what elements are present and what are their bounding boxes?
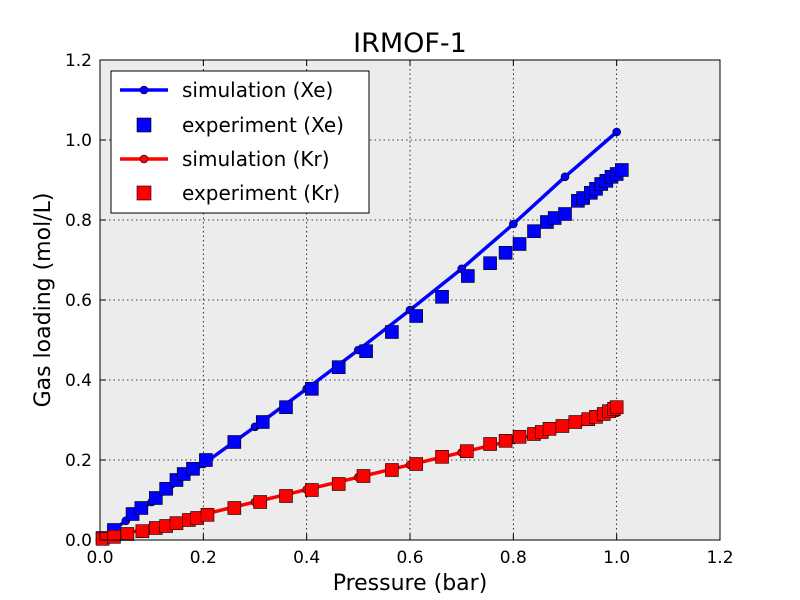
- legend-marker: [139, 85, 149, 95]
- data-point: [558, 207, 572, 221]
- data-point: [609, 400, 624, 415]
- legend-label-sim-kr: simulation (Kr): [182, 147, 330, 171]
- data-point: [227, 501, 242, 515]
- data-point: [498, 433, 513, 448]
- data-point: [255, 415, 270, 429]
- data-point: [409, 309, 424, 323]
- data-point: [331, 477, 346, 491]
- legend-marker: [136, 117, 152, 133]
- x-tick-label: 0.8: [500, 548, 527, 568]
- data-point: [279, 489, 293, 503]
- legend-label-exp-kr: experiment (Kr): [182, 181, 340, 205]
- chart-title: IRMOF-1: [353, 28, 467, 59]
- y-tick-label: 1.0: [65, 131, 92, 151]
- data-point: [615, 163, 629, 177]
- y-axis-title: Gas loading (mol/L): [31, 193, 56, 408]
- data-point: [331, 360, 346, 375]
- data-point: [435, 449, 449, 464]
- data-point: [385, 325, 399, 339]
- grid: [100, 60, 720, 540]
- data-point: [279, 400, 293, 415]
- data-point: [253, 495, 267, 509]
- data-point: [483, 256, 497, 271]
- data-point: [435, 289, 449, 304]
- data-point: [107, 529, 121, 544]
- data-point: [568, 415, 583, 429]
- data-point: [560, 172, 570, 182]
- data-point: [199, 453, 213, 467]
- data-point: [120, 527, 135, 541]
- data-point: [149, 491, 163, 505]
- x-tick-label: 0.0: [86, 548, 113, 568]
- data-point: [461, 269, 475, 283]
- data-point: [134, 501, 149, 515]
- data-point: [356, 469, 371, 483]
- data-point: [186, 461, 200, 476]
- data-point: [169, 516, 184, 531]
- legend-label-sim-xe: simulation (Xe): [182, 78, 333, 102]
- x-tick-label: 1.2: [706, 548, 733, 568]
- data-point: [612, 127, 621, 137]
- x-tick-label: 1.0: [603, 548, 630, 568]
- data-point: [498, 246, 513, 260]
- data-point: [527, 224, 541, 238]
- data-point: [305, 483, 319, 497]
- data-point: [159, 481, 173, 496]
- data-point: [95, 531, 110, 546]
- data-point: [509, 219, 518, 229]
- y-tick-label: 0.0: [65, 531, 92, 551]
- data-point: [135, 524, 150, 539]
- x-tick-label: 0.2: [190, 548, 217, 568]
- data-point: [359, 344, 373, 359]
- data-point: [385, 463, 399, 477]
- data-point: [512, 237, 527, 251]
- x-tick-label: 0.4: [293, 548, 320, 568]
- legend-marker: [136, 185, 152, 201]
- x-tick-label: 0.6: [396, 548, 423, 568]
- ticks-group: 0.0 0.2 0.4 0.6 0.8 1.0 1.2 0.0 0.2 0.4 0.6 0.8 1.0 1…: [65, 51, 734, 568]
- data-point: [227, 435, 242, 449]
- data-point: [555, 419, 570, 433]
- series-3: [95, 400, 624, 546]
- y-tick-label: 0.4: [65, 371, 92, 391]
- y-tick-label: 0.8: [65, 211, 92, 231]
- data-point: [305, 381, 319, 396]
- y-tick-label: 0.6: [65, 291, 92, 311]
- data-point: [200, 507, 215, 522]
- data-point: [512, 429, 527, 444]
- data-point: [460, 444, 474, 459]
- y-tick-label: 1.2: [65, 51, 92, 71]
- y-tick-label: 0.2: [65, 451, 92, 471]
- data-point: [409, 457, 424, 471]
- series-1: [95, 163, 629, 545]
- series-group: [95, 127, 629, 546]
- legend-box: [110, 70, 370, 214]
- legend-marker: [139, 154, 149, 164]
- x-axis-title: Pressure (bar): [333, 571, 488, 596]
- legend-label-exp-xe: experiment (Xe): [182, 113, 344, 137]
- legend: simulation (Xe) experiment (Xe) simulati…: [110, 70, 370, 214]
- data-point: [542, 421, 557, 436]
- data-point: [483, 437, 497, 451]
